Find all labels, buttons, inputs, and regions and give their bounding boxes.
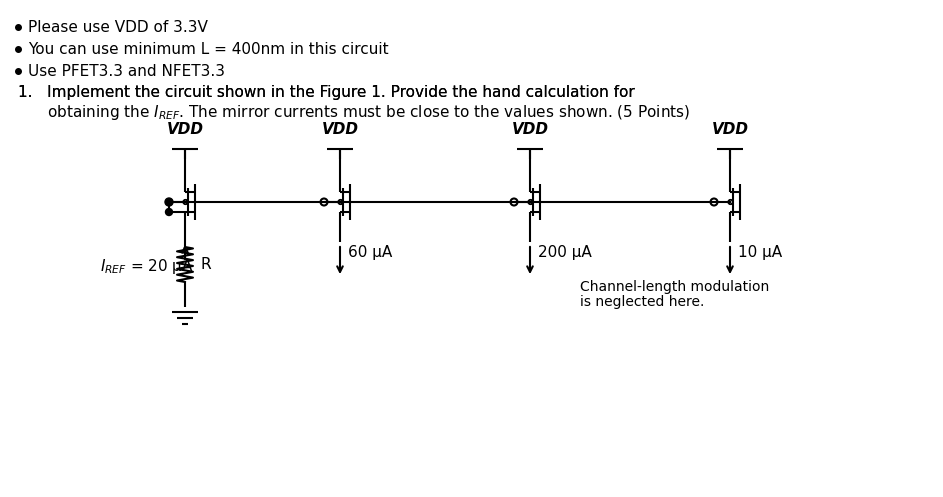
Text: Channel-length modulation: Channel-length modulation: [580, 280, 769, 294]
Text: VDD: VDD: [511, 122, 549, 137]
Text: You can use minimum L = 400nm in this circuit: You can use minimum L = 400nm in this ci…: [28, 42, 389, 57]
Text: 60 μA: 60 μA: [348, 245, 392, 259]
Circle shape: [165, 198, 173, 206]
Text: 1.   Implement the circuit shown in the Figure 1. Provide the hand calculation f: 1. Implement the circuit shown in the Fi…: [18, 84, 635, 99]
Text: $I_{REF}$ = 20 μA: $I_{REF}$ = 20 μA: [100, 257, 194, 276]
Text: R: R: [201, 257, 211, 272]
Text: Use PFET3.3 and NFET3.3: Use PFET3.3 and NFET3.3: [28, 64, 225, 79]
Text: Please use VDD of 3.3V: Please use VDD of 3.3V: [28, 19, 207, 34]
Text: obtaining the . The mirror currents must be close to the values shown. (5 Points: obtaining the . The mirror currents must…: [18, 104, 666, 119]
Text: obtaining the $I_{REF}$. The mirror currents must be close to the values shown. : obtaining the $I_{REF}$. The mirror curr…: [18, 102, 690, 121]
Text: VDD: VDD: [167, 122, 204, 137]
Text: VDD: VDD: [322, 122, 358, 137]
Text: 200 μA: 200 μA: [538, 245, 592, 259]
Text: VDD: VDD: [712, 122, 749, 137]
Circle shape: [166, 209, 173, 216]
Text: 10 μA: 10 μA: [738, 245, 782, 259]
Text: 1.   Implement the circuit shown in the Figure 1. Provide the hand calculation f: 1. Implement the circuit shown in the Fi…: [18, 84, 635, 99]
Text: is neglected here.: is neglected here.: [580, 295, 704, 309]
